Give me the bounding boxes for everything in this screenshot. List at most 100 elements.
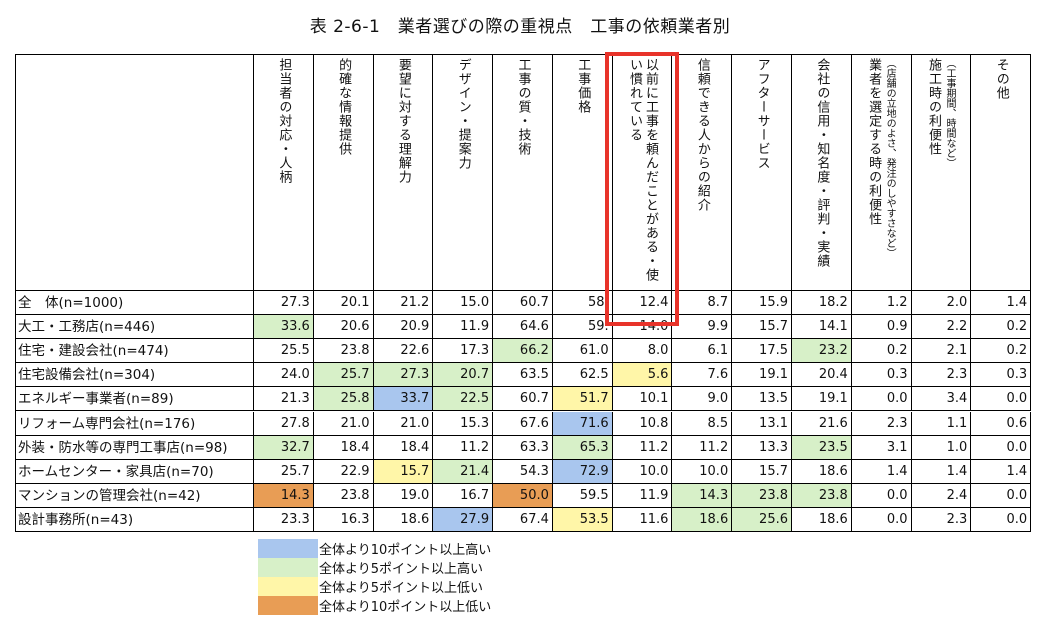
table-cell: 11.9 [433, 315, 494, 340]
table-cell: 23.8 [313, 339, 374, 364]
legend-item: 全体より10ポイント以上低い [258, 596, 491, 615]
row-label: 住宅・建設会社(n=474) [15, 339, 254, 364]
table-cell: 27.3 [254, 291, 314, 316]
table-cell: 20.4 [792, 363, 852, 388]
legend-label: 全体より5ポイント以上低い [319, 581, 484, 596]
table-cell: 63.3 [493, 435, 553, 460]
table-cell: 15.7 [373, 459, 434, 484]
table-cell: 14.3 [672, 483, 733, 508]
table-cell: 72.9 [552, 459, 613, 484]
column-header: 工事価格 [552, 54, 613, 291]
table-cell: 59.5 [552, 483, 613, 508]
table-cell: 13.5 [732, 387, 792, 412]
legend: 全体より10ポイント以上高い 全体より5ポイント以上高い全体より5ポイント以上低い… [258, 539, 491, 615]
table-cell: 62.5 [552, 363, 613, 388]
table-cell: 23.8 [313, 483, 374, 508]
table-cell: 0.0 [851, 387, 912, 412]
column-header-label: 工事の質・技術 [515, 58, 531, 156]
table-cell: 0.2 [971, 315, 1032, 340]
table-cell: 2.3 [911, 507, 972, 532]
table-cell: 11.2 [612, 435, 673, 460]
column-header: 信頼できる人からの紹介 [672, 54, 733, 291]
table-cell: 27.8 [254, 411, 314, 436]
table-cell: 14.1 [792, 315, 852, 340]
table-cell: 0.2 [971, 339, 1032, 364]
table-cell: 8.5 [672, 411, 733, 436]
table-cell: 0.0 [971, 435, 1032, 460]
table-cell: 0.3 [851, 363, 912, 388]
table-cell: 20.6 [313, 315, 374, 340]
table-cell: 23.8 [732, 483, 792, 508]
row-label: 設計事務所(n=43) [15, 507, 254, 532]
table-cell: 24.0 [254, 363, 314, 388]
table-cell: 0.0 [971, 483, 1032, 508]
row-label: 大工・工務店(n=446) [15, 315, 254, 340]
table-frame [15, 54, 1032, 532]
table-cell: 10.1 [612, 387, 673, 412]
data-table: 担当者の対応・人柄 的確な情報提供 要望に対する理解力 デザイン・提案力 工事の質・技術… [15, 54, 1032, 532]
legend-item: 全体より5ポイント以上高い [258, 558, 491, 577]
column-header-label: その他 [993, 58, 1009, 100]
table-cell: 21.0 [313, 411, 374, 436]
column-header: 担当者の対応・人柄 [254, 54, 314, 291]
table-cell: 22.9 [313, 459, 374, 484]
table-cell: 63.5 [493, 363, 553, 388]
table-cell: 27.3 [373, 363, 434, 388]
row-label: リフォーム専門会社(n=176) [15, 411, 254, 436]
table-cell: 54.3 [493, 459, 553, 484]
column-header: 要望に対する理解力 [373, 54, 434, 291]
table-cell: 18.4 [313, 435, 374, 460]
table-cell: 11.9 [612, 483, 673, 508]
table-cell: 15.9 [732, 291, 792, 316]
table-cell: 19.1 [792, 387, 852, 412]
table-cell: 1.1 [911, 411, 972, 436]
table-cell: 19.0 [373, 483, 434, 508]
row-label: 外装・防水等の専門工事店(n=98) [15, 435, 254, 460]
table-cell: 14.0 [612, 315, 673, 340]
table-cell: 1.2 [851, 291, 912, 316]
table-cell: 18.6 [792, 507, 852, 532]
table-cell: 1.4 [851, 459, 912, 484]
table-cell: 10.8 [612, 411, 673, 436]
legend-swatch [258, 539, 318, 558]
column-header: デザイン・提案力 [433, 54, 494, 291]
column-header-label: 工事価格 [575, 58, 591, 114]
legend-swatch [258, 596, 318, 615]
header-corner [15, 54, 254, 291]
table-cell: 59. [552, 315, 613, 340]
column-header: 以前に工事を頼んだことがある・使い慣れている [612, 54, 673, 291]
table-cell: 3.1 [851, 435, 912, 460]
column-header-label: 信頼できる人からの紹介 [694, 58, 710, 212]
table-cell: 66.2 [493, 339, 553, 364]
legend-item: 全体より10ポイント以上高い [258, 539, 491, 558]
table-cell: 6.1 [672, 339, 733, 364]
table-cell: 16.7 [433, 483, 494, 508]
column-header-label: 要望に対する理解力 [395, 58, 411, 184]
row-label: 住宅設備会社(n=304) [15, 363, 254, 388]
table-cell: 2.3 [851, 411, 912, 436]
table-cell: 20.7 [433, 363, 494, 388]
table-cell: 2.4 [911, 483, 972, 508]
table-cell: 18.6 [672, 507, 733, 532]
table-cell: 7.6 [672, 363, 733, 388]
table-cell: 8.0 [612, 339, 673, 364]
table-cell: 16.3 [313, 507, 374, 532]
table-cell: 0.9 [851, 315, 912, 340]
table-cell: 33.7 [373, 387, 434, 412]
table-cell: 15.7 [732, 459, 792, 484]
row-label: ホームセンター・家具店(n=70) [15, 459, 254, 484]
table-cell: 65.3 [552, 435, 613, 460]
row-label: 全 体(n=1000) [15, 291, 254, 316]
table-cell: 11.2 [672, 435, 733, 460]
table-cell: 17.5 [732, 339, 792, 364]
table-cell: 9.0 [672, 387, 733, 412]
table-cell: 21.4 [433, 459, 494, 484]
column-header: 会社の信用・知名度・評判・実績 [792, 54, 852, 291]
column-header-label: 担当者の対応・人柄 [276, 58, 292, 184]
table-cell: 2.2 [911, 315, 972, 340]
column-header-label: 施工時の利便性 [925, 58, 941, 156]
table-cell: 11.6 [612, 507, 673, 532]
table-cell: 21.0 [373, 411, 434, 436]
table-cell: 60.7 [493, 387, 553, 412]
table-cell: 21.2 [373, 291, 434, 316]
